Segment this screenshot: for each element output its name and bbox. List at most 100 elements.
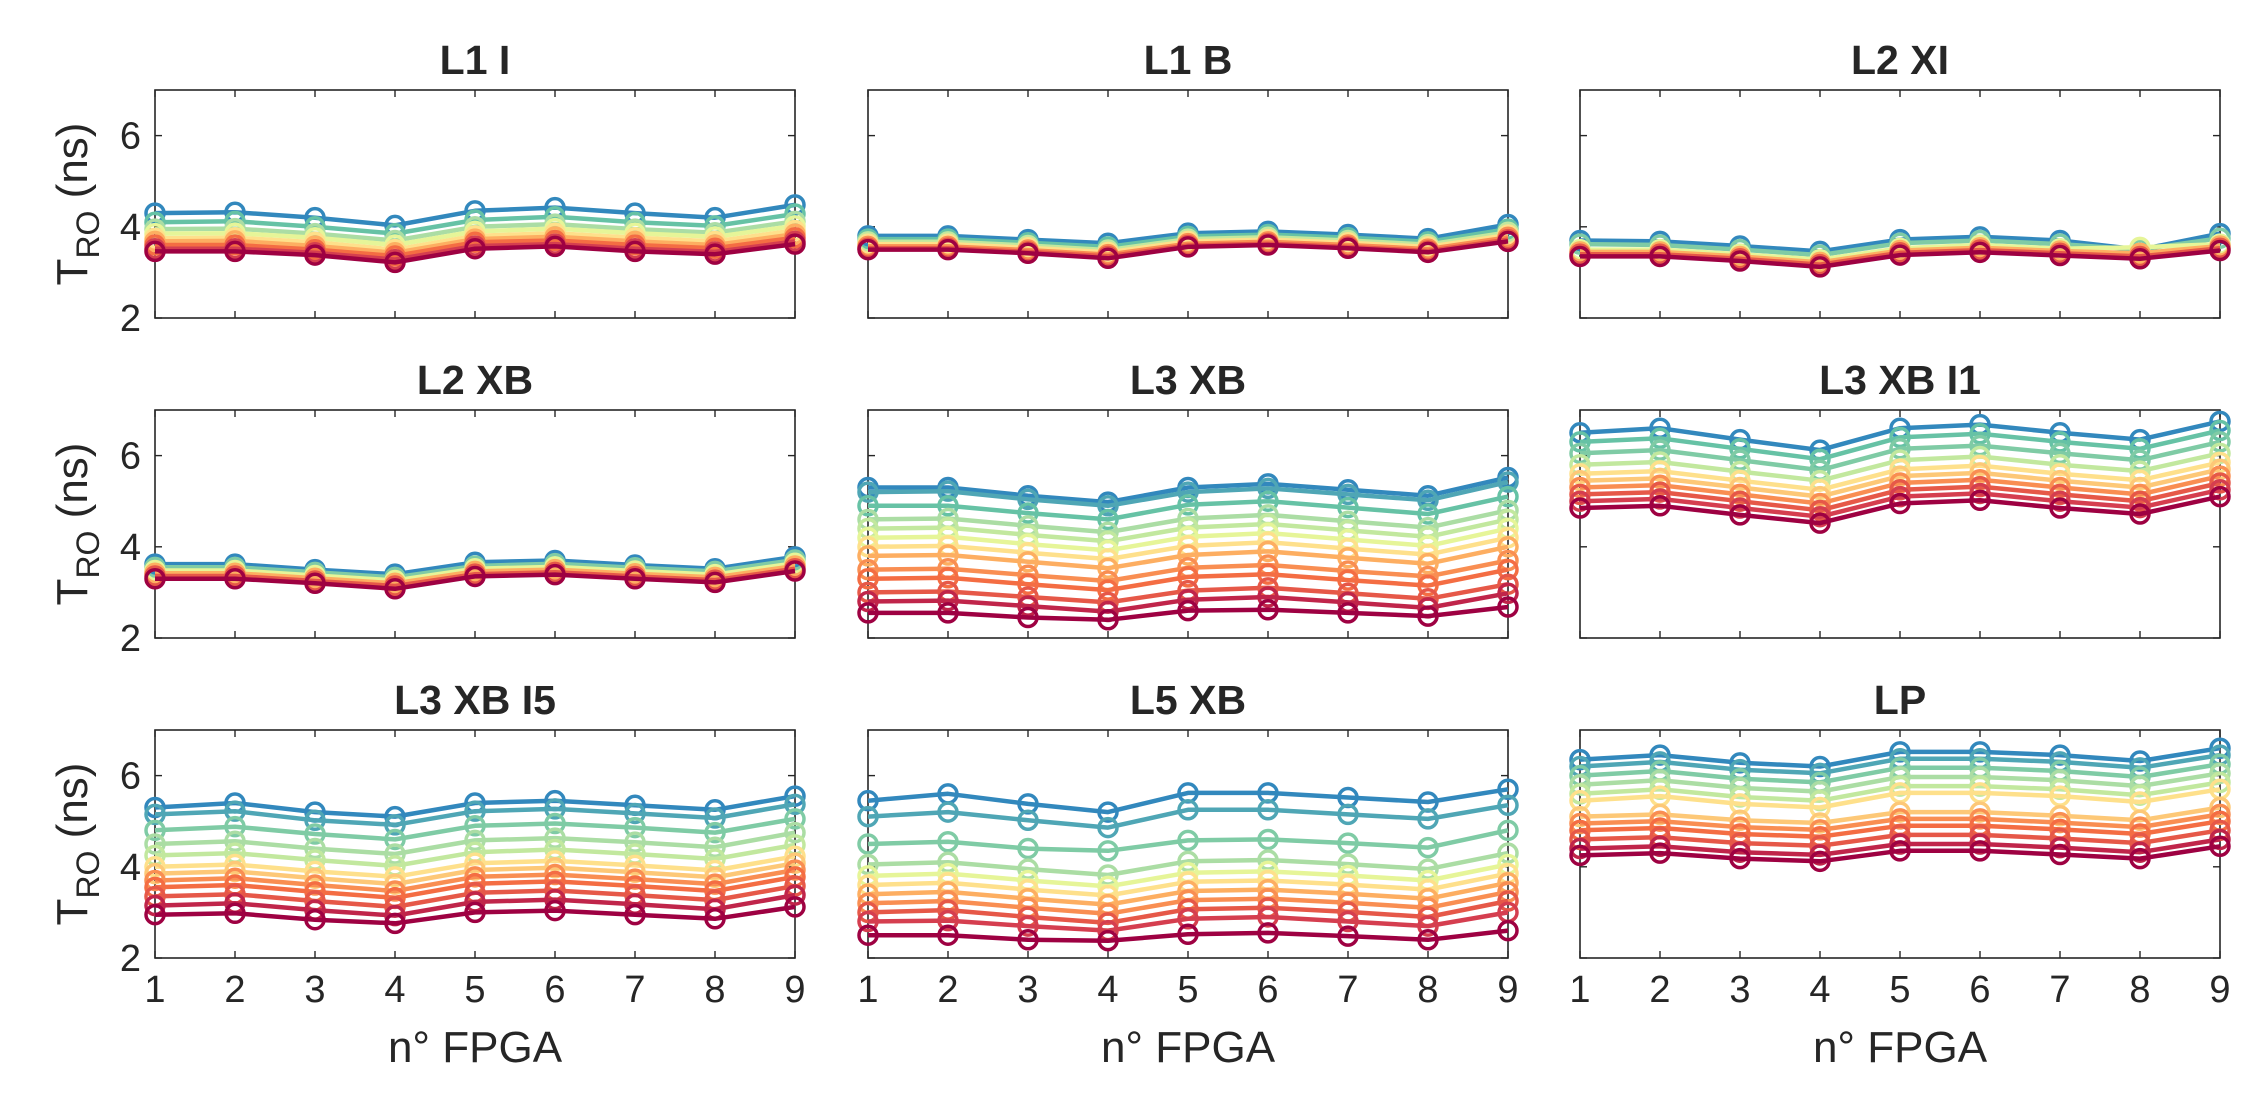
data-point bbox=[384, 578, 406, 600]
data-point bbox=[857, 805, 879, 828]
subplot-l3-xb: L3 XB bbox=[857, 357, 1519, 639]
axes-box bbox=[154, 409, 796, 639]
x-tick-label: 7 bbox=[1337, 969, 1358, 1011]
x-tick-label: 9 bbox=[1497, 969, 1518, 1011]
data-point bbox=[857, 590, 879, 613]
subplot-title: L1 I bbox=[440, 37, 511, 83]
series-line-s5 bbox=[154, 842, 796, 869]
data-point bbox=[1497, 842, 1519, 864]
data-point bbox=[224, 240, 246, 263]
data-point bbox=[937, 495, 959, 517]
data-point bbox=[1177, 850, 1199, 873]
data-point bbox=[224, 800, 246, 822]
subplot-l1-i: L1 I 2 4 6 TRO (ns) bbox=[48, 37, 806, 340]
data-point bbox=[1177, 494, 1199, 516]
data-point bbox=[144, 856, 166, 878]
data-point bbox=[704, 243, 726, 265]
data-point bbox=[1097, 801, 1119, 823]
series-line-s9 bbox=[155, 241, 796, 265]
series-line-s8 bbox=[867, 544, 1509, 571]
data-point bbox=[1889, 438, 1911, 460]
data-point bbox=[304, 823, 326, 845]
data-point bbox=[1569, 844, 1591, 867]
series-line-s4 bbox=[1580, 243, 2221, 265]
x-tick-label: 1 bbox=[857, 969, 878, 1011]
data-point bbox=[2129, 841, 2151, 863]
data-point bbox=[1729, 438, 1751, 460]
data-point bbox=[2129, 247, 2151, 270]
data-point bbox=[1649, 439, 1671, 461]
data-point bbox=[704, 836, 726, 858]
data-point bbox=[1497, 230, 1519, 253]
data-point bbox=[704, 571, 726, 594]
data-point bbox=[1177, 236, 1199, 258]
data-point bbox=[384, 814, 406, 836]
series-line-s6 bbox=[1579, 787, 2221, 810]
data-point bbox=[1417, 858, 1439, 880]
data-point bbox=[1097, 557, 1119, 579]
data-point bbox=[1177, 481, 1199, 503]
data-point bbox=[784, 821, 806, 844]
x-tick-label: 1 bbox=[1569, 969, 1590, 1011]
data-point bbox=[1649, 245, 1671, 268]
data-point bbox=[624, 240, 646, 263]
data-point bbox=[1569, 431, 1591, 453]
data-point bbox=[2129, 490, 2151, 512]
data-point bbox=[1969, 489, 1991, 512]
data-point bbox=[1889, 426, 1911, 449]
series-line-s3 bbox=[867, 828, 1509, 854]
y-axis-label: TRO (ns) bbox=[48, 123, 106, 286]
series-line-s6 bbox=[1579, 467, 2221, 499]
data-point bbox=[1017, 573, 1039, 595]
series-line-s3 bbox=[154, 816, 796, 842]
data-point bbox=[937, 924, 959, 946]
data-point bbox=[1569, 483, 1591, 506]
data-point bbox=[1497, 596, 1519, 618]
data-point bbox=[384, 843, 406, 865]
data-point bbox=[304, 908, 326, 931]
data-point bbox=[144, 567, 166, 590]
series-line-s10 bbox=[1579, 494, 2221, 526]
data-point bbox=[1337, 569, 1359, 591]
x-tick-label: 2 bbox=[937, 969, 958, 1011]
series-line-s9 bbox=[1579, 487, 2221, 519]
x-tick-label: 7 bbox=[624, 969, 645, 1011]
x-tick-label: 2 bbox=[224, 969, 245, 1011]
data-point bbox=[464, 829, 486, 852]
data-point bbox=[2129, 496, 2151, 519]
subplot-l2-xi: L2 XI bbox=[1569, 37, 2231, 319]
data-point bbox=[937, 909, 959, 932]
y-tick-label: 2 bbox=[120, 298, 141, 340]
subplot-title: L1 B bbox=[1144, 37, 1233, 83]
series-line-s5 bbox=[1579, 780, 2221, 803]
data-point bbox=[1497, 819, 1519, 842]
data-point bbox=[857, 602, 879, 624]
data-point bbox=[1497, 794, 1519, 816]
data-point bbox=[224, 815, 246, 838]
data-point bbox=[1337, 853, 1359, 875]
data-point bbox=[857, 238, 879, 261]
series-line-s1 bbox=[1579, 745, 2221, 769]
data-point bbox=[304, 809, 326, 832]
data-point bbox=[1097, 495, 1119, 517]
data-point bbox=[384, 828, 406, 851]
y-axis-label-subscript: RO bbox=[70, 211, 106, 259]
data-point bbox=[1177, 829, 1199, 852]
x-tick-label: 8 bbox=[704, 969, 725, 1011]
data-point bbox=[857, 481, 879, 503]
subplot-l1-b: L1 B bbox=[857, 37, 1519, 319]
data-point bbox=[937, 589, 959, 612]
data-point bbox=[1969, 840, 1991, 862]
data-point bbox=[937, 238, 959, 261]
data-point bbox=[464, 901, 486, 924]
data-point bbox=[144, 833, 166, 855]
data-point bbox=[784, 884, 806, 906]
data-point bbox=[544, 798, 566, 820]
series-line-s7 bbox=[868, 239, 1509, 261]
y-tick-label: 2 bbox=[120, 938, 141, 980]
data-point bbox=[1417, 915, 1439, 937]
data-point bbox=[1337, 803, 1359, 826]
data-point bbox=[304, 244, 326, 266]
data-point bbox=[1337, 910, 1359, 933]
data-point bbox=[937, 602, 959, 624]
